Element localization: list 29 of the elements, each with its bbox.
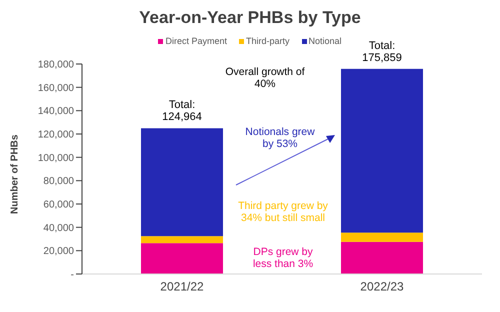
y-tick-label: 160,000: [38, 82, 74, 94]
y-tick-label: 80,000: [43, 176, 74, 188]
chart-title: Year-on-Year PHBs by Type: [138, 8, 362, 28]
y-tick-label: 20,000: [43, 246, 74, 258]
bar: [141, 243, 223, 274]
total-label: Total: 124,964: [162, 99, 202, 124]
annotation: Third party grew by 34% but still small: [237, 200, 329, 224]
y-tick-label: 120,000: [38, 130, 74, 141]
bar: [341, 232, 423, 242]
x-tick-label: 2022/23: [360, 280, 404, 294]
legend-label: Notional: [308, 36, 342, 46]
y-tick-label: -: [70, 270, 74, 281]
bar: [341, 242, 423, 274]
legend-label: Direct Payment: [164, 36, 227, 46]
bar: [341, 68, 423, 233]
x-tick-label: 2021/22: [160, 280, 204, 294]
y-tick-label: 100,000: [38, 152, 74, 164]
y-tick-label: 60,000: [43, 200, 74, 211]
bar: [141, 236, 223, 244]
y-tick-label: 180,000: [38, 60, 74, 71]
y-tick-label: 40,000: [43, 222, 74, 234]
y-tick-label: 140,000: [38, 106, 74, 118]
total-label: Total: 175,859: [362, 40, 402, 64]
legend-label: Third-party: [244, 36, 290, 46]
y-axis-title: Number of PHBs: [10, 134, 21, 214]
annotation: DPs grew by less than 3%: [252, 246, 314, 270]
bar: [141, 128, 223, 236]
annotation: Notionals grew by 53%: [244, 126, 316, 150]
annotation: Overall growth of 40%: [225, 66, 305, 90]
